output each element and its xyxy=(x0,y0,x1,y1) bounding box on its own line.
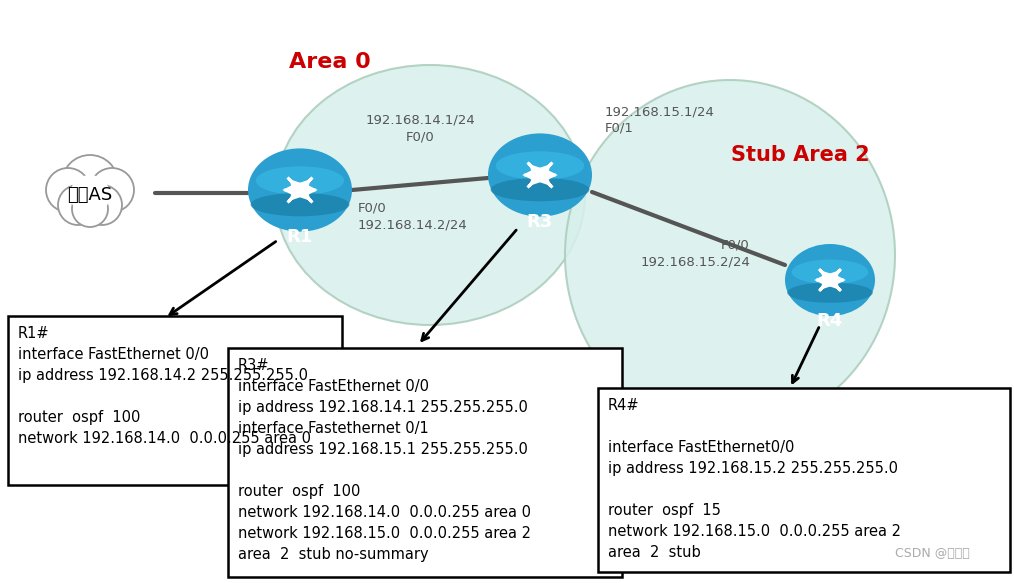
Text: F0/0: F0/0 xyxy=(358,202,386,215)
FancyArrow shape xyxy=(528,164,549,184)
FancyArrow shape xyxy=(531,164,552,184)
Ellipse shape xyxy=(256,166,344,195)
Ellipse shape xyxy=(787,283,873,303)
Ellipse shape xyxy=(491,178,589,201)
Text: 192.168.15.2/24: 192.168.15.2/24 xyxy=(640,255,750,269)
Text: Area 0: Area 0 xyxy=(289,52,371,72)
Text: CSDN @网络豆: CSDN @网络豆 xyxy=(895,547,970,560)
FancyArrow shape xyxy=(291,178,311,199)
Text: F0/0: F0/0 xyxy=(721,238,750,251)
Text: R4#

interface FastEthernet0/0
ip address 192.168.15.2 255.255.255.0

router  os: R4# interface FastEthernet0/0 ip address… xyxy=(608,398,901,560)
Text: 192.168.14.1/24: 192.168.14.1/24 xyxy=(365,114,475,127)
Text: 外部AS: 外部AS xyxy=(67,186,113,204)
Ellipse shape xyxy=(496,152,584,180)
Text: F0/0: F0/0 xyxy=(406,131,434,143)
FancyArrow shape xyxy=(817,276,843,284)
Text: R4: R4 xyxy=(817,311,843,329)
Text: Stub Area 2: Stub Area 2 xyxy=(731,145,869,165)
FancyArrow shape xyxy=(820,273,838,290)
Circle shape xyxy=(90,168,134,212)
Text: R3: R3 xyxy=(527,213,553,231)
FancyArrow shape xyxy=(286,185,314,195)
FancyBboxPatch shape xyxy=(228,348,622,577)
Text: 192.168.15.1/24: 192.168.15.1/24 xyxy=(605,106,715,118)
FancyArrow shape xyxy=(820,270,838,287)
FancyArrow shape xyxy=(531,166,552,187)
Text: F0/1: F0/1 xyxy=(605,121,634,135)
Ellipse shape xyxy=(565,80,895,430)
FancyArrow shape xyxy=(528,166,549,187)
Circle shape xyxy=(70,175,110,215)
FancyArrow shape xyxy=(289,178,308,199)
Ellipse shape xyxy=(275,65,585,325)
FancyArrow shape xyxy=(289,181,308,202)
FancyBboxPatch shape xyxy=(598,388,1010,572)
FancyArrow shape xyxy=(291,181,311,202)
FancyArrow shape xyxy=(525,170,555,180)
Circle shape xyxy=(46,168,90,212)
Circle shape xyxy=(62,155,118,211)
Circle shape xyxy=(82,185,122,225)
FancyArrow shape xyxy=(822,273,840,290)
FancyArrow shape xyxy=(525,170,555,180)
FancyBboxPatch shape xyxy=(8,316,342,485)
Text: R1: R1 xyxy=(287,228,313,246)
Text: 192.168.14.2/24: 192.168.14.2/24 xyxy=(358,219,467,231)
FancyArrow shape xyxy=(822,270,840,287)
Ellipse shape xyxy=(785,244,875,316)
Circle shape xyxy=(72,191,108,227)
FancyArrow shape xyxy=(817,276,843,284)
Ellipse shape xyxy=(248,149,352,231)
Ellipse shape xyxy=(792,259,868,285)
Ellipse shape xyxy=(250,193,350,216)
FancyArrow shape xyxy=(286,185,314,195)
Circle shape xyxy=(58,185,98,225)
Text: R1#
interface FastEthernet 0/0
ip address 192.168.14.2 255.255.255.0

router  os: R1# interface FastEthernet 0/0 ip addres… xyxy=(18,326,311,446)
Text: R3#
interface FastEthernet 0/0
ip address 192.168.14.1 255.255.255.0
interface F: R3# interface FastEthernet 0/0 ip addres… xyxy=(238,358,531,562)
Ellipse shape xyxy=(488,134,592,217)
